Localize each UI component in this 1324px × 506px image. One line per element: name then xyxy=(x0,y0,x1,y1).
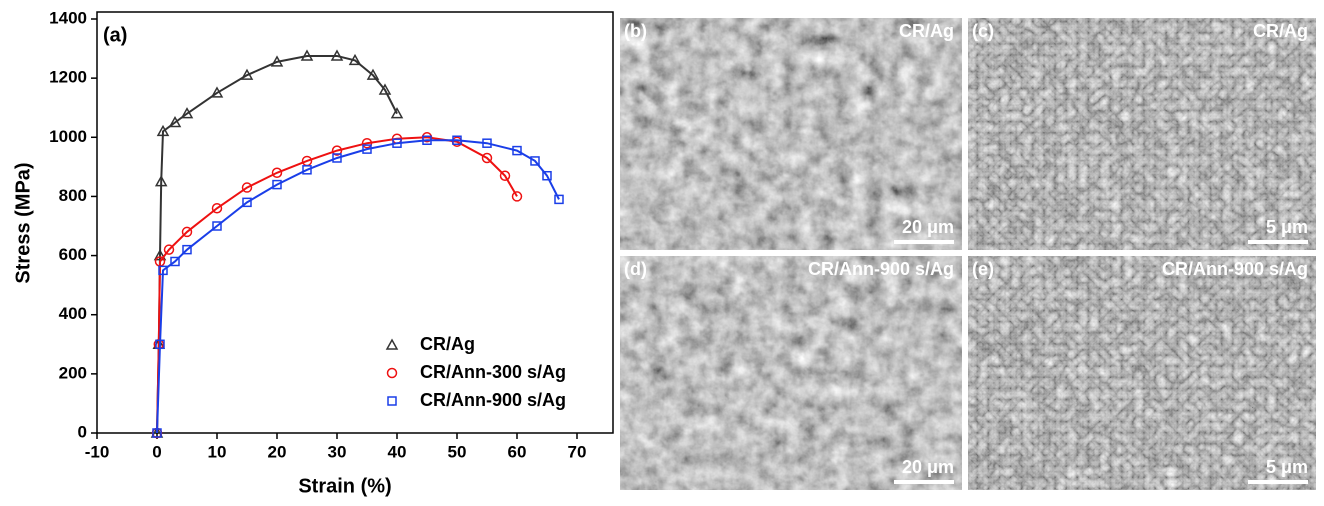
sem-texture xyxy=(968,256,1316,490)
x-tick-label: -10 xyxy=(85,442,110,461)
y-tick-label: 0 xyxy=(78,422,87,441)
marker xyxy=(481,152,493,164)
y-tick-label: 800 xyxy=(59,186,87,205)
sample-label: CR/Ann-900 s/Ag xyxy=(1162,259,1308,279)
marker xyxy=(542,170,552,181)
marker xyxy=(182,244,192,255)
series-line xyxy=(156,54,398,434)
image-label: (e) xyxy=(972,259,994,279)
marker xyxy=(272,179,282,190)
marker xyxy=(499,170,511,181)
marker xyxy=(170,256,180,267)
marker xyxy=(554,194,564,205)
sem-texture xyxy=(620,256,962,490)
sem-texture xyxy=(620,18,962,250)
marker xyxy=(168,115,182,128)
marker xyxy=(390,107,404,119)
marker xyxy=(511,191,523,202)
x-tick-label: 30 xyxy=(328,442,347,461)
legend-marker xyxy=(386,367,398,379)
image-label: (d) xyxy=(624,259,647,279)
legend-entry: CR/Ann-900 s/Ag xyxy=(420,390,566,410)
marker xyxy=(212,221,222,231)
marker xyxy=(240,68,254,80)
marker xyxy=(530,156,540,166)
y-tick-label: 200 xyxy=(59,363,87,382)
scale-label: 20 μm xyxy=(902,457,954,477)
marker xyxy=(302,165,312,175)
sem-image: (c) CR/Ag 5 μm xyxy=(968,18,1316,250)
y-tick-label: 1000 xyxy=(49,127,87,146)
legend-entry: CR/Ann-300 s/Ag xyxy=(420,362,566,382)
sem-image: (e) CR/Ann-900 s/Ag 5 μm xyxy=(968,256,1316,490)
marker xyxy=(392,138,402,148)
scale-label: 20 μm xyxy=(902,217,954,237)
marker xyxy=(378,83,392,95)
y-tick-label: 1200 xyxy=(49,68,87,87)
y-tick-label: 400 xyxy=(59,304,87,323)
series-line xyxy=(156,139,560,434)
marker xyxy=(331,145,343,156)
legend-entry: CR/Ag xyxy=(420,334,475,354)
x-axis-title: Strain (%) xyxy=(298,475,391,497)
marker xyxy=(330,49,344,61)
x-tick-label: 50 xyxy=(448,442,467,461)
plot-frame xyxy=(96,11,614,434)
marker xyxy=(156,124,170,137)
x-tick-label: 70 xyxy=(568,442,587,461)
marker xyxy=(300,49,314,61)
scale-label: 5 μm xyxy=(1266,457,1308,477)
marker xyxy=(270,55,284,67)
x-tick-label: 10 xyxy=(208,442,227,461)
y-axis-title: Stress (MPa) xyxy=(12,162,34,283)
marker xyxy=(242,197,252,208)
marker xyxy=(158,265,168,276)
marker xyxy=(180,107,194,119)
marker xyxy=(361,137,373,149)
legend-marker xyxy=(385,338,399,350)
marker xyxy=(153,249,167,261)
x-tick-label: 20 xyxy=(268,442,287,461)
marker xyxy=(271,167,283,179)
x-tick-label: 60 xyxy=(508,442,527,461)
series-line xyxy=(156,136,518,434)
x-tick-label: 40 xyxy=(388,442,407,461)
image-label: (c) xyxy=(972,21,994,41)
marker xyxy=(422,135,432,145)
marker xyxy=(211,203,223,214)
marker xyxy=(181,226,193,238)
marker xyxy=(332,153,342,163)
legend-marker xyxy=(387,396,397,406)
y-tick-label: 1400 xyxy=(49,8,87,27)
sem-image: (d) CR/Ann-900 s/Ag 20 μm xyxy=(620,256,962,490)
sample-label: CR/Ag xyxy=(899,21,954,41)
sem-image: (b) CR/Ag 20 μm xyxy=(620,18,962,250)
marker xyxy=(152,428,162,438)
marker xyxy=(366,68,380,80)
marker xyxy=(452,135,462,145)
x-tick-label: 0 xyxy=(152,442,161,461)
marker xyxy=(348,53,362,66)
image-label: (b) xyxy=(624,21,647,41)
marker xyxy=(512,145,522,156)
sample-label: CR/Ag xyxy=(1253,21,1308,41)
y-tick-label: 600 xyxy=(59,245,87,264)
marker xyxy=(241,182,253,193)
panel-label: (a) xyxy=(103,24,127,46)
sem-texture xyxy=(968,18,1316,250)
marker xyxy=(163,244,175,255)
marker xyxy=(155,339,165,350)
marker xyxy=(154,175,168,187)
marker xyxy=(482,138,492,148)
scale-label: 5 μm xyxy=(1266,217,1308,237)
marker xyxy=(362,144,372,154)
sample-label: CR/Ann-900 s/Ag xyxy=(808,259,954,279)
marker xyxy=(210,86,224,98)
